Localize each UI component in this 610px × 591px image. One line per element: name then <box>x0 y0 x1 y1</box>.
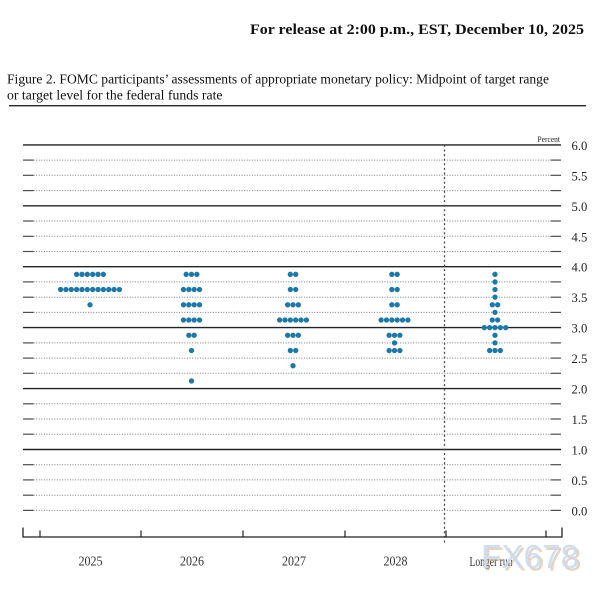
svg-text:or target level for the federa: or target level for the federal funds ra… <box>7 87 223 102</box>
svg-text:Longer run: Longer run <box>470 555 513 570</box>
svg-text:0.0: 0.0 <box>572 503 588 518</box>
svg-text:4.5: 4.5 <box>572 229 588 244</box>
svg-text:For release at 2:00 p.m., EST,: For release at 2:00 p.m., EST, December … <box>250 22 584 38</box>
svg-text:FX678: FX678 <box>481 538 579 575</box>
svg-text:2.0: 2.0 <box>572 382 588 397</box>
svg-text:2028: 2028 <box>384 554 408 569</box>
svg-text:5.5: 5.5 <box>572 168 588 183</box>
svg-text:FX678: FX678 <box>484 541 582 578</box>
svg-text:1.0: 1.0 <box>572 443 588 458</box>
svg-text:4.0: 4.0 <box>572 260 588 275</box>
svg-text:0.5: 0.5 <box>572 473 588 488</box>
svg-text:2027: 2027 <box>282 554 306 569</box>
svg-text:1.5: 1.5 <box>572 412 588 427</box>
svg-text:3.5: 3.5 <box>572 290 588 305</box>
svg-text:2.5: 2.5 <box>572 351 588 366</box>
svg-text:6.0: 6.0 <box>572 138 588 153</box>
svg-text:2026: 2026 <box>180 554 204 569</box>
svg-text:Percent: Percent <box>538 135 561 144</box>
svg-text:2025: 2025 <box>79 554 103 569</box>
svg-text:Figure 2. FOMC participants’ a: Figure 2. FOMC participants’ assessments… <box>7 72 549 87</box>
svg-text:5.0: 5.0 <box>572 199 588 214</box>
svg-text:3.0: 3.0 <box>572 321 588 336</box>
